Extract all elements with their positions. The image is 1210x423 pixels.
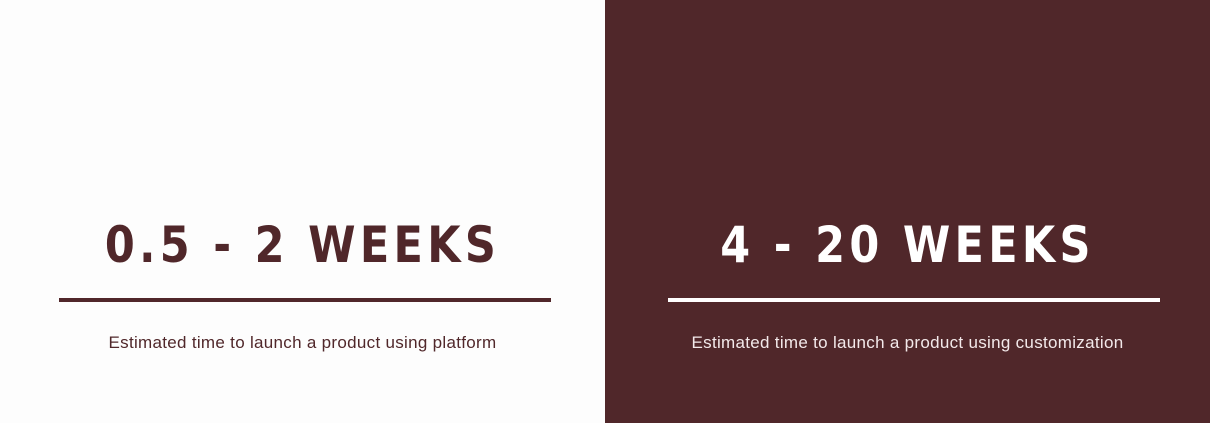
customization-time-headline: 4 - 20 WEEKS <box>720 216 1095 274</box>
customization-caption: Estimated time to launch a product using… <box>691 333 1124 352</box>
customization-divider <box>668 298 1160 302</box>
platform-time-headline: 0.5 - 2 WEEKS <box>104 216 501 274</box>
platform-divider <box>59 298 551 302</box>
platform-panel: 0.5 - 2 WEEKS Estimated time to launch a… <box>59 216 551 352</box>
platform-caption: Estimated time to launch a product using… <box>108 333 497 352</box>
customization-panel: 4 - 20 WEEKS Estimated time to launch a … <box>605 0 1210 423</box>
